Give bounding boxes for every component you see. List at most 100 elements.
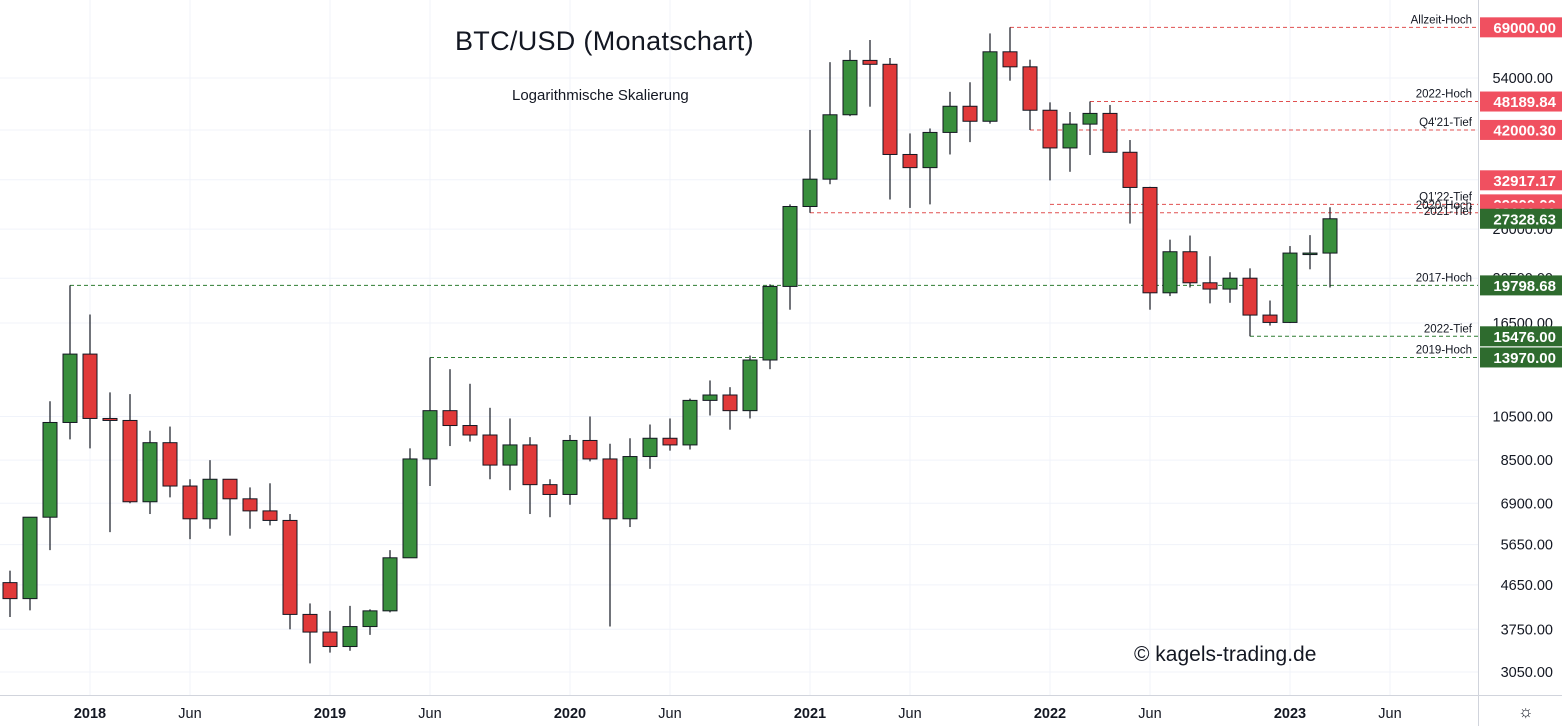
candle-body [742,359,758,412]
price-badge [1480,170,1562,191]
candle-body [322,631,338,648]
candle-body [42,421,58,518]
y-tick-label: 54000.00 [1493,71,1553,87]
candle-body [402,458,418,559]
candle-body [102,417,118,421]
x-tick-label: 2019 [314,706,346,722]
candle-body [242,498,258,512]
level-label: 2019-Hoch [1416,344,1472,356]
price-badge-label: 15476.00 [1493,329,1556,346]
candle-body [562,439,578,495]
candle-body [642,437,658,458]
candle-body [222,478,238,500]
level-label: 2021-Tief [1424,206,1473,218]
candle-body [1002,51,1018,68]
candle-body [262,510,278,521]
x-tick-label: Jun [1138,706,1161,722]
candle-body [1082,112,1098,125]
candle-body [2,582,18,600]
candle-body [922,131,938,169]
candle-body [622,456,638,520]
y-tick-label: 5650.00 [1501,538,1553,554]
candle-body [162,442,178,487]
x-tick-label: 2020 [554,706,586,722]
level-label: Q4'21-Tief [1419,117,1473,129]
candle-body [82,353,98,419]
candle-body [502,444,518,466]
price-badge [1480,91,1562,112]
x-tick-label: 2023 [1274,706,1306,722]
gear-icon[interactable]: ☼ [1518,702,1534,721]
y-tick-label: 4650.00 [1501,578,1553,594]
price-badge-label: 19798.68 [1493,278,1556,295]
candle-body [762,285,778,361]
price-badge-label: 42000.30 [1493,122,1556,139]
candle-body [22,516,38,600]
x-tick-label: 2021 [794,706,826,722]
candle-body [1062,123,1078,149]
price-badge-label: 32917.17 [1493,173,1556,190]
candle-body [62,353,78,423]
level-label: Q1'22-Tief [1419,191,1473,203]
price-badge [1480,208,1562,229]
candle-body [822,114,838,180]
candle-body [1262,314,1278,323]
price-badge [1480,119,1562,140]
candle-body [1222,277,1238,290]
candle-body [542,484,558,495]
level-label: 2020-Hoch [1416,200,1472,212]
candle-body [842,59,858,116]
candle-body [342,626,358,648]
price-badge-label: 69000.00 [1493,20,1556,37]
candle-body [1242,277,1258,316]
candle-body [182,485,198,520]
candle-body [862,59,878,65]
level-label: 2022-Tief [1424,323,1473,335]
x-tick-label: Jun [658,706,681,722]
candle-body [1282,252,1298,323]
candle-body [782,205,798,287]
candle-body [722,394,738,412]
price-badge-label: 48189.84 [1493,94,1556,111]
y-tick-label: 8500.00 [1501,453,1553,469]
candle-body [962,105,978,122]
chart-title: BTC/USD (Monatschart) [455,26,754,56]
candle-body [1102,112,1118,153]
candle-body [282,519,298,615]
x-tick-label: Jun [418,706,441,722]
x-tick-label: Jun [898,706,921,722]
candle-body [602,458,618,520]
candle-body [1022,66,1038,111]
y-tick-label: 6900.00 [1501,496,1553,512]
candle-body [1302,252,1318,256]
candle-body [522,444,538,486]
candle-body [142,442,158,503]
candle-body [1042,109,1058,149]
x-tick-label: 2018 [74,706,106,722]
x-tick-label: Jun [1378,706,1401,722]
candle-body [702,394,718,401]
candle-body [202,478,218,520]
candle-body [122,419,138,503]
candle-body [442,410,458,427]
level-label: Allzeit-Hoch [1411,14,1472,26]
candle-body [882,63,898,155]
candle-body [1202,282,1218,290]
candle-body [662,437,678,446]
candle-body [462,425,478,436]
price-badge [1480,275,1562,296]
price-badge [1480,326,1562,347]
price-badge-label: 13970.00 [1493,350,1556,367]
y-tick-label: 10500.00 [1493,409,1553,425]
candle-body [482,434,498,466]
price-badge [1480,17,1562,38]
price-badge-label: 27328.63 [1493,211,1556,228]
candle-body [382,557,398,612]
level-label: 2017-Hoch [1416,272,1472,284]
y-tick-label: 3750.00 [1501,622,1553,638]
candle-body [1142,186,1158,294]
candle-body [1182,251,1198,284]
candle-body [1322,218,1338,254]
level-label: 2022-Hoch [1416,89,1472,101]
